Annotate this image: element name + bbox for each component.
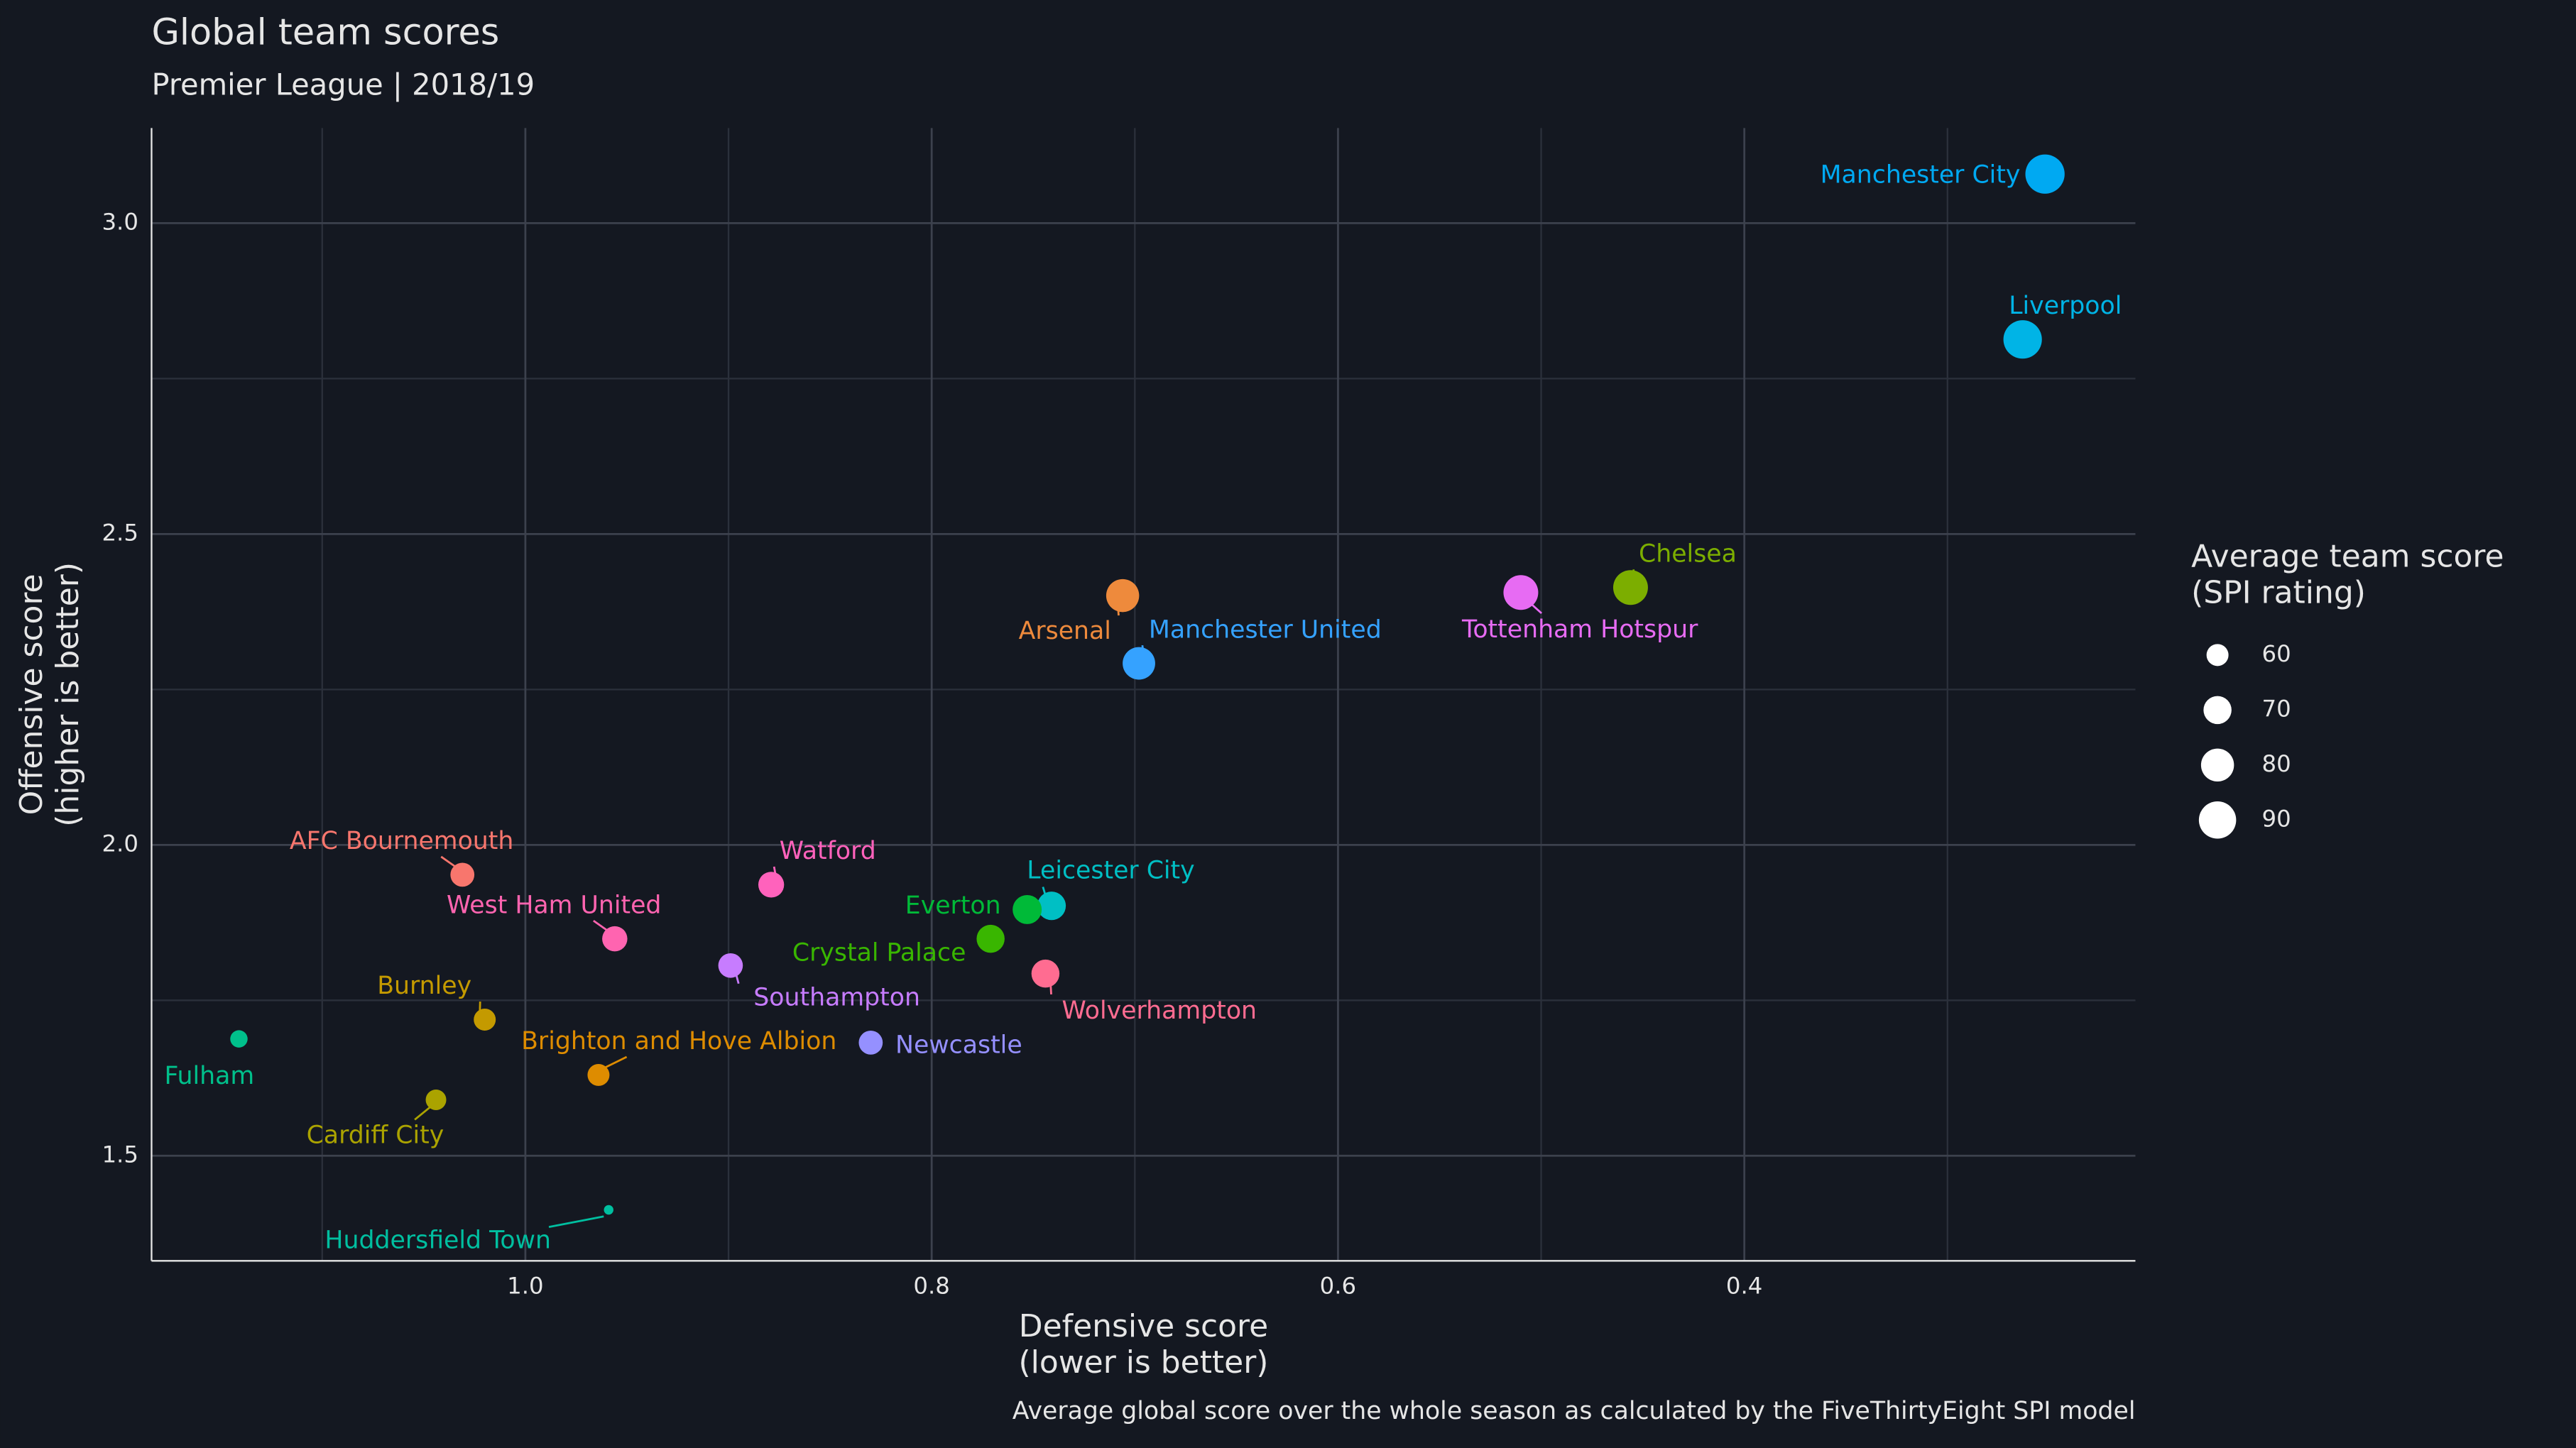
team-point	[1037, 892, 1066, 921]
team-label: AFC Bournemouth	[290, 827, 514, 855]
x-tick-label: 1.0	[507, 1272, 544, 1299]
legend-size-key	[2200, 748, 2234, 782]
label-leader	[414, 1105, 432, 1121]
team-point	[1013, 894, 1042, 924]
team-point	[858, 1031, 883, 1055]
team-point	[718, 953, 743, 978]
team-label: Manchester City	[1821, 161, 2021, 190]
team-point	[230, 1030, 248, 1048]
label-leader	[603, 1055, 628, 1070]
team-label: Watford	[780, 837, 876, 865]
team-point	[450, 862, 475, 887]
team-label: Fulham	[164, 1062, 254, 1090]
team-label: Wolverhampton	[1062, 997, 1257, 1025]
team-point	[976, 924, 1005, 953]
legend-title: Average team score	[2191, 538, 2504, 574]
team-point	[1612, 570, 1648, 605]
legend-size-key	[2206, 644, 2229, 667]
team-label: Manchester United	[1149, 615, 1382, 644]
team-label: Huddersfield Town	[324, 1226, 551, 1254]
team-label: Tottenham Hotspur	[1461, 615, 1698, 644]
y-tick-label: 2.0	[102, 830, 138, 857]
team-label: Brighton and Hove Albion	[521, 1027, 836, 1055]
legend-title: (SPI rating)	[2191, 574, 2366, 610]
team-label: Crystal Palace	[792, 938, 966, 967]
x-axis-title: Defensive score	[1019, 1308, 1268, 1344]
team-point	[1123, 647, 1155, 680]
team-label: Chelsea	[1639, 539, 1737, 568]
team-label: Cardiff City	[307, 1121, 444, 1149]
legend-size-label: 70	[2262, 695, 2291, 722]
team-point	[602, 926, 628, 952]
x-tick-label: 0.6	[1320, 1272, 1357, 1299]
team-point	[587, 1063, 610, 1086]
caption: Average global score over the whole seas…	[1013, 1397, 2136, 1425]
team-point	[2003, 320, 2042, 359]
y-tick-label: 1.5	[102, 1141, 138, 1168]
y-tick-label: 3.0	[102, 208, 138, 235]
team-label: Newcastle	[895, 1031, 1022, 1060]
x-tick-label: 0.4	[1726, 1272, 1763, 1299]
team-label: Leicester City	[1027, 857, 1194, 885]
team-point	[2025, 154, 2065, 194]
legend-size-label: 60	[2262, 640, 2291, 667]
legend-size-key	[2203, 696, 2232, 725]
team-label: West Ham United	[447, 891, 661, 919]
label-leader	[548, 1215, 604, 1229]
legend-size-label: 90	[2262, 805, 2291, 832]
team-point	[604, 1205, 613, 1215]
y-axis-title: (higher is better)	[50, 562, 86, 827]
team-label: Southampton	[753, 984, 920, 1012]
chart-title: Global team scores	[151, 11, 499, 53]
x-tick-label: 0.8	[913, 1272, 950, 1299]
y-tick-label: 2.5	[102, 519, 138, 546]
team-label: Burnley	[377, 972, 471, 1000]
legend-size-key	[2198, 801, 2237, 839]
team-point	[474, 1008, 496, 1031]
legend-size-label: 80	[2262, 750, 2291, 777]
team-point	[425, 1089, 447, 1110]
chart-subtitle: Premier League | 2018/19	[151, 67, 535, 102]
team-point	[758, 872, 785, 898]
team-label: Arsenal	[1019, 617, 1111, 645]
team-point	[1503, 575, 1539, 610]
team-label: Everton	[905, 892, 1001, 920]
team-point	[1106, 578, 1140, 613]
team-label: Liverpool	[2009, 292, 2122, 320]
x-axis-title: (lower is better)	[1019, 1344, 1269, 1381]
y-axis-title: Offensive score	[13, 574, 50, 815]
team-point	[1031, 959, 1060, 988]
